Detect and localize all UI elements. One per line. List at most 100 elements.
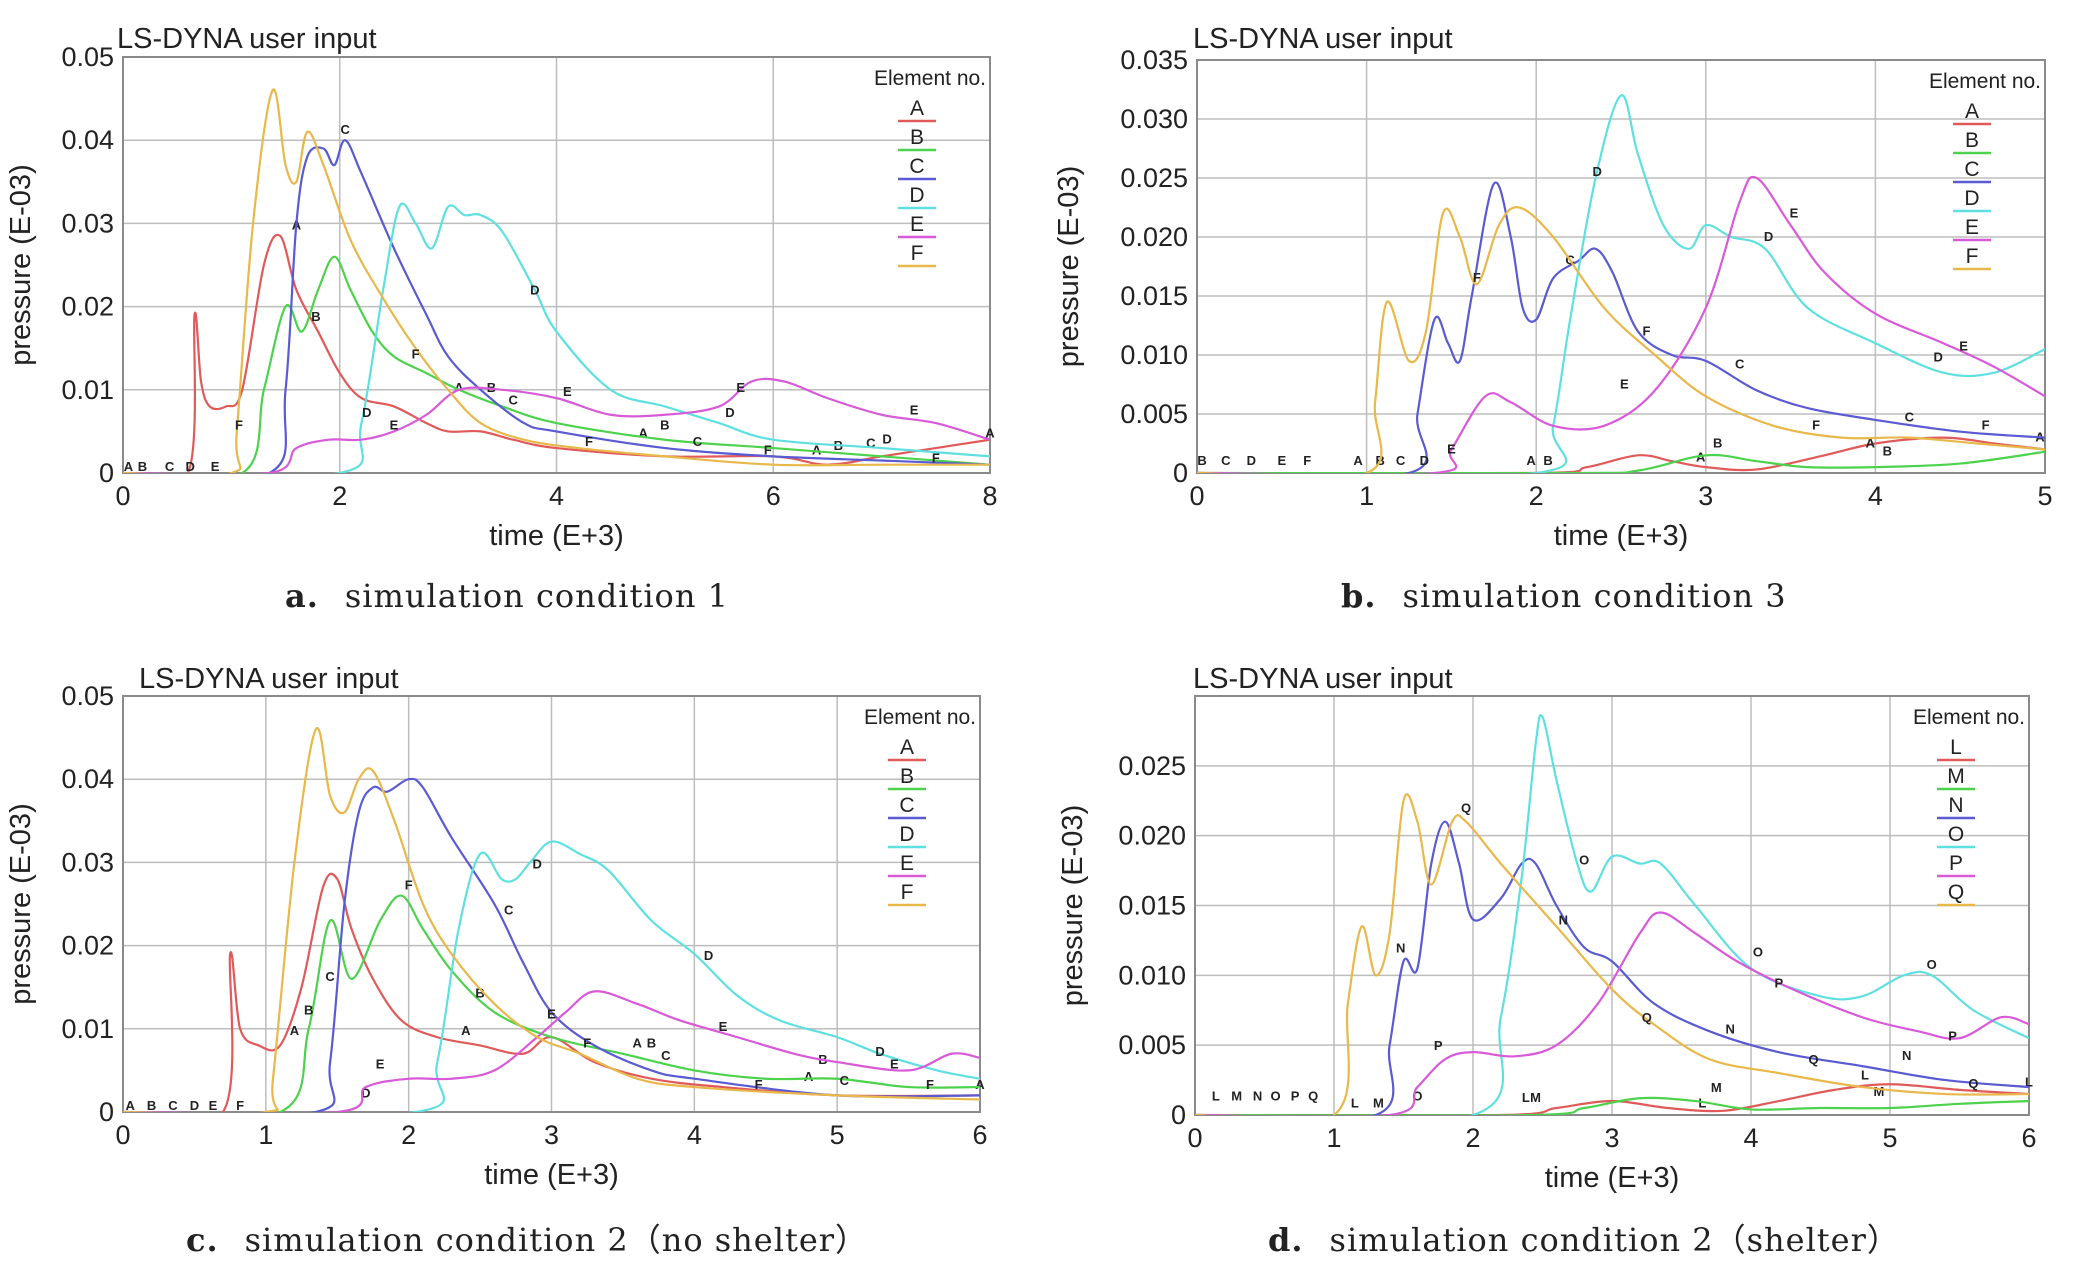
- series-mark-label-N: N: [1902, 1048, 1911, 1063]
- series-mark-label-E: E: [209, 1098, 218, 1113]
- series-mark-label-Q: Q: [1461, 801, 1471, 816]
- series-mark-label-C: C: [693, 434, 703, 449]
- legend-label-C: C: [909, 155, 924, 178]
- caption-text: simulation condition 3: [1402, 577, 1787, 615]
- x-tick-label: 6: [972, 1120, 987, 1150]
- y-tick-label: 0.025: [1118, 751, 1186, 781]
- caption-c: c. simulation condition 2（no shelter）: [186, 1215, 868, 1261]
- series-mark-label-E: E: [910, 402, 919, 417]
- x-tick-label: 3: [1698, 481, 1713, 511]
- series-mark-label-D: D: [190, 1098, 199, 1113]
- series-mark-label-F: F: [1812, 418, 1820, 433]
- y-tick-label: 0.02: [61, 292, 114, 322]
- legend-label-E: E: [1965, 216, 1979, 239]
- series-mark-label-L: L: [1522, 1090, 1530, 1105]
- x-tick-label: 0: [115, 481, 130, 511]
- series-mark-label-A: A: [125, 1098, 135, 1113]
- legend-title: Element no.: [1929, 70, 2041, 93]
- x-tick-label: 0: [1187, 1123, 1202, 1153]
- legend-label-Q: Q: [1948, 881, 1964, 904]
- series-line-D: [123, 202, 990, 473]
- series-mark-label-B: B: [647, 1036, 656, 1051]
- series-mark-label-B: B: [475, 986, 484, 1001]
- legend-label-F: F: [1966, 245, 1979, 268]
- series-line-L: [1195, 1083, 2029, 1115]
- series-mark-label-D: D: [361, 1086, 370, 1101]
- series-mark-label-P: P: [1291, 1088, 1300, 1103]
- series-mark-label-O: O: [1579, 852, 1589, 867]
- series-line-F: [1197, 206, 2045, 473]
- legend-label-P: P: [1949, 852, 1963, 875]
- series-mark-label-C: C: [1735, 356, 1745, 371]
- series-mark-label-A: A: [633, 1036, 643, 1051]
- y-tick-label: 0.02: [61, 931, 114, 961]
- series-mark-label-D: D: [1247, 453, 1256, 468]
- series-mark-label-P: P: [1774, 975, 1783, 990]
- legend-label-D: D: [899, 823, 914, 846]
- grid: [122, 695, 981, 1113]
- series-mark-label-F: F: [583, 1036, 591, 1051]
- series-mark-label-C: C: [661, 1048, 671, 1063]
- series-mark-label-B: B: [311, 309, 320, 324]
- x-tick-label: 2: [401, 1120, 416, 1150]
- x-axis-title: time (E+3): [489, 520, 624, 552]
- x-tick-label: 0: [115, 1120, 130, 1150]
- legend-label-F: F: [911, 242, 924, 265]
- legend-label-A: A: [1965, 100, 1979, 123]
- series-mark-label-B: B: [147, 1098, 156, 1113]
- series-mark-label-D: D: [875, 1044, 884, 1059]
- series-mark-label-B: B: [1883, 444, 1892, 459]
- series-mark-label-E: E: [563, 384, 572, 399]
- caption-a: a. simulation condition 1: [285, 577, 729, 615]
- series-mark-label-F: F: [764, 442, 772, 457]
- series-mark-label-C: C: [508, 392, 518, 407]
- series-mark-label-A: A: [290, 1023, 300, 1038]
- series-line-F: [123, 88, 990, 473]
- series-line-E: [123, 377, 990, 473]
- series-mark-label-A: A: [1866, 435, 1876, 450]
- series-line-F: [123, 726, 980, 1112]
- series-mark-label-E: E: [376, 1056, 385, 1071]
- series-mark-label-F: F: [932, 451, 940, 466]
- series-mark-label-D: D: [185, 459, 194, 474]
- series-mark-label-D: D: [530, 283, 539, 298]
- series-mark-label-E: E: [211, 459, 220, 474]
- y-tick-label: 0.020: [1118, 821, 1186, 851]
- legend-label-C: C: [1964, 158, 1979, 181]
- series-line-A: [1197, 436, 2045, 473]
- series-mark-label-O: O: [1412, 1088, 1422, 1103]
- series-line-N: [1195, 820, 2029, 1115]
- series-mark-label-F: F: [236, 1098, 244, 1113]
- y-tick-label: 0.01: [61, 1014, 114, 1044]
- series-mark-label-F: F: [1642, 323, 1650, 338]
- x-tick-label: 1: [1326, 1123, 1341, 1153]
- series-mark-label-A: A: [1353, 453, 1363, 468]
- series-mark-label-C: C: [1396, 453, 1406, 468]
- legend-label-B: B: [1965, 129, 1979, 152]
- series-mark-label-C: C: [840, 1073, 850, 1088]
- series-line-E: [123, 990, 980, 1112]
- y-tick-label: 0: [1173, 458, 1188, 488]
- legend-label-F: F: [901, 881, 914, 904]
- series-mark-label-F: F: [755, 1077, 763, 1092]
- series-mark-label-B: B: [660, 417, 669, 432]
- x-tick-label: 4: [1743, 1123, 1758, 1153]
- legend-title: Element no.: [1913, 706, 2025, 729]
- series-line-D: [1197, 94, 2045, 473]
- y-tick-label: 0.035: [1120, 45, 1188, 75]
- series-mark-label-F: F: [1473, 270, 1481, 285]
- x-tick-label: 2: [1465, 1123, 1480, 1153]
- x-tick-label: 1: [1359, 481, 1374, 511]
- series-mark-label-A: A: [639, 426, 649, 441]
- series-mark-label-B: B: [304, 1002, 313, 1017]
- series-mark-label-E: E: [547, 1006, 556, 1021]
- series-mark-label-E: E: [1790, 205, 1799, 220]
- x-tick-label: 4: [687, 1120, 702, 1150]
- series-mark-label-C: C: [1905, 409, 1915, 424]
- series-mark-label-D: D: [1933, 349, 1942, 364]
- chart-panel: 0 1 2 3 4 5 6 0 0.01 0.02 0.03 0.04 0.05 LS-DYNA user…: [5, 663, 988, 1191]
- y-tick-label: 0.005: [1118, 1030, 1186, 1060]
